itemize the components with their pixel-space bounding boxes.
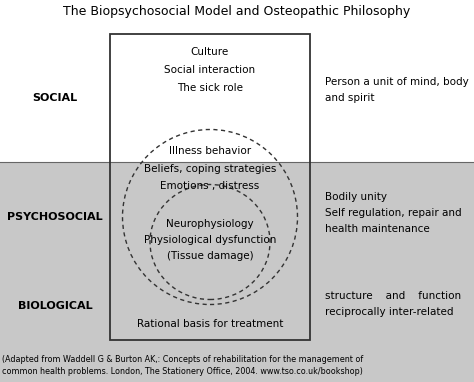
Text: (Tissue damage): (Tissue damage) [167,251,253,261]
Text: The sick role: The sick role [177,83,243,93]
Text: Social interaction: Social interaction [164,65,255,75]
Text: Emotions , distress: Emotions , distress [160,181,260,191]
Text: (Adapted from Waddell G & Burton AK,: Concepts of rehabilitation for the managem: (Adapted from Waddell G & Burton AK,: Co… [2,356,363,364]
Text: Self regulation, repair and: Self regulation, repair and [325,208,462,218]
Text: The Biopsychosocial Model and Osteopathic Philosophy: The Biopsychosocial Model and Osteopathi… [64,5,410,18]
Text: Neurophysiology: Neurophysiology [166,219,254,229]
Text: PSYCHOSOCIAL: PSYCHOSOCIAL [7,212,103,222]
Text: BIOLOGICAL: BIOLOGICAL [18,301,92,311]
Text: health maintenance: health maintenance [325,224,430,234]
Text: SOCIAL: SOCIAL [32,93,78,103]
Text: common health problems. London, The Stationery Office, 2004. www.tso.co.uk/books: common health problems. London, The Stat… [2,367,363,377]
Text: Culture: Culture [191,47,229,57]
Text: structure    and    function: structure and function [325,291,461,301]
Bar [0,0,474,162]
Bar [0,162,474,382]
Text: Rational basis for treatment: Rational basis for treatment [137,319,283,329]
Text: Physiological dysfunction: Physiological dysfunction [144,235,276,245]
Text: Beliefs, coping strategies: Beliefs, coping strategies [144,163,276,173]
Bar [110,34,310,340]
Text: Bodily unity: Bodily unity [325,192,387,202]
Text: Person a unit of mind, body
and spirit: Person a unit of mind, body and spirit [325,77,469,103]
Text: Illness behavior: Illness behavior [169,147,251,157]
Text: reciprocally inter-related: reciprocally inter-related [325,307,454,317]
